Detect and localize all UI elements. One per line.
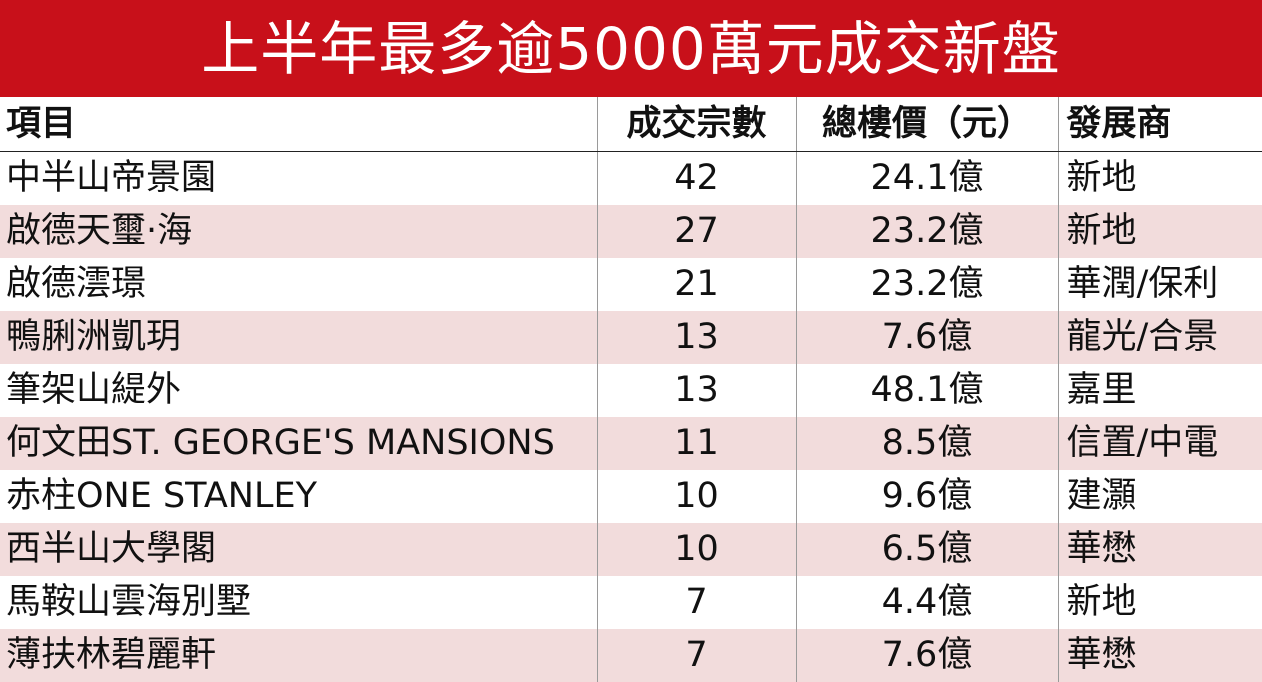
cell-project: 啟德天璽·海 — [0, 205, 597, 258]
cell-project: 筆架山緹外 — [0, 364, 597, 417]
table-row: 西半山大學閣 10 6.5億 華懋 — [0, 523, 1262, 576]
cell-developer: 龍光/合景 — [1058, 311, 1262, 364]
cell-total-value: 9.6億 — [796, 470, 1058, 523]
cell-project: 啟德澐璟 — [0, 258, 597, 311]
cell-project: 鴨脷洲凱玥 — [0, 311, 597, 364]
cell-developer: 新地 — [1058, 205, 1262, 258]
cell-developer: 新地 — [1058, 576, 1262, 629]
table-row: 赤柱ONE STANLEY 10 9.6億 建灝 — [0, 470, 1262, 523]
cell-developer: 新地 — [1058, 152, 1262, 206]
cell-transactions: 21 — [597, 258, 796, 311]
cell-transactions: 13 — [597, 364, 796, 417]
cell-total-value: 6.5億 — [796, 523, 1058, 576]
cell-developer: 嘉里 — [1058, 364, 1262, 417]
cell-developer: 信置/中電 — [1058, 417, 1262, 470]
cell-total-value: 23.2億 — [796, 205, 1058, 258]
cell-developer: 華潤/保利 — [1058, 258, 1262, 311]
cell-total-value: 8.5億 — [796, 417, 1058, 470]
cell-transactions: 13 — [597, 311, 796, 364]
table-row: 啟德天璽·海 27 23.2億 新地 — [0, 205, 1262, 258]
table-row: 何文田ST. GEORGE'S MANSIONS 11 8.5億 信置/中電 — [0, 417, 1262, 470]
cell-transactions: 10 — [597, 470, 796, 523]
cell-project: 中半山帝景園 — [0, 152, 597, 206]
table-header: 項目 成交宗數 總樓價（元） 發展商 — [0, 97, 1262, 152]
cell-total-value: 4.4億 — [796, 576, 1058, 629]
cell-project: 西半山大學閣 — [0, 523, 597, 576]
cell-project: 薄扶林碧麗軒 — [0, 629, 597, 682]
cell-transactions: 42 — [597, 152, 796, 206]
table-row: 筆架山緹外 13 48.1億 嘉里 — [0, 364, 1262, 417]
cell-transactions: 27 — [597, 205, 796, 258]
cell-developer: 建灝 — [1058, 470, 1262, 523]
header-row: 項目 成交宗數 總樓價（元） 發展商 — [0, 97, 1262, 152]
cell-transactions: 10 — [597, 523, 796, 576]
header-project: 項目 — [0, 97, 597, 152]
header-total-value: 總樓價（元） — [796, 97, 1058, 152]
header-developer: 發展商 — [1058, 97, 1262, 152]
cell-project: 馬鞍山雲海別墅 — [0, 576, 597, 629]
table-row: 鴨脷洲凱玥 13 7.6億 龍光/合景 — [0, 311, 1262, 364]
cell-project: 赤柱ONE STANLEY — [0, 470, 597, 523]
table-row: 馬鞍山雲海別墅 7 4.4億 新地 — [0, 576, 1262, 629]
header-transactions: 成交宗數 — [597, 97, 796, 152]
transactions-table: 項目 成交宗數 總樓價（元） 發展商 中半山帝景園 42 24.1億 新地 啟德… — [0, 97, 1262, 682]
cell-total-value: 7.6億 — [796, 629, 1058, 682]
cell-total-value: 48.1億 — [796, 364, 1058, 417]
table-row: 中半山帝景園 42 24.1億 新地 — [0, 152, 1262, 206]
cell-transactions: 11 — [597, 417, 796, 470]
table-row: 啟德澐璟 21 23.2億 華潤/保利 — [0, 258, 1262, 311]
cell-total-value: 24.1億 — [796, 152, 1058, 206]
cell-transactions: 7 — [597, 629, 796, 682]
cell-project: 何文田ST. GEORGE'S MANSIONS — [0, 417, 597, 470]
cell-developer: 華懋 — [1058, 523, 1262, 576]
cell-total-value: 7.6億 — [796, 311, 1058, 364]
page-title: 上半年最多逾5000萬元成交新盤 — [201, 20, 1061, 78]
cell-transactions: 7 — [597, 576, 796, 629]
table-row: 薄扶林碧麗軒 7 7.6億 華懋 — [0, 629, 1262, 682]
table-body: 中半山帝景園 42 24.1億 新地 啟德天璽·海 27 23.2億 新地 啟德… — [0, 152, 1262, 682]
cell-total-value: 23.2億 — [796, 258, 1058, 311]
cell-developer: 華懋 — [1058, 629, 1262, 682]
title-banner: 上半年最多逾5000萬元成交新盤 — [0, 0, 1262, 97]
